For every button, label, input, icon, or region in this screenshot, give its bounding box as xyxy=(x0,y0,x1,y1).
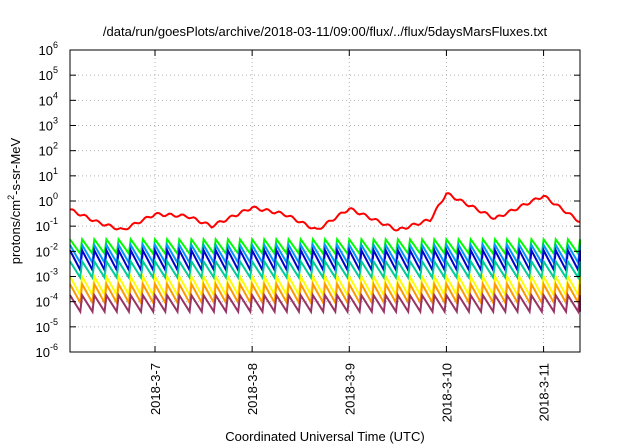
x-axis-label: Coordinated Universal Time (UTC) xyxy=(225,429,424,444)
x-tick-label: 2018-3-8 xyxy=(245,363,260,415)
series-line-1 xyxy=(69,192,581,232)
y-tick-label: 105 xyxy=(39,65,58,83)
y-tick-label: 101 xyxy=(39,166,58,184)
y-tick-label: 104 xyxy=(39,90,58,108)
series-line-5 xyxy=(69,258,581,281)
x-tick-label: 2018-3-10 xyxy=(439,363,454,422)
y-tick-label: 10-6 xyxy=(36,342,58,360)
x-axis: 2018-3-7 2018-3-8 2018-3-9 2018-3-10 2018-3-… xyxy=(148,50,552,422)
y-tick-label: 10-1 xyxy=(36,216,58,234)
y-axis-label-sup: 2 xyxy=(6,195,16,200)
series-line-8 xyxy=(69,292,581,315)
y-tick-label: 10-5 xyxy=(36,317,58,335)
y-axis-label-post: -s-sr-MeV xyxy=(8,137,23,194)
x-tick-label: 2018-3-7 xyxy=(148,363,163,415)
y-tick-label: 100 xyxy=(39,191,58,209)
y-tick-label: 10-2 xyxy=(36,241,58,259)
y-tick-label: 10-3 xyxy=(36,267,58,285)
y-tick-label: 106 xyxy=(39,40,58,58)
series-layer xyxy=(69,192,581,315)
x-tick-label: 2018-3-11 xyxy=(537,363,552,421)
y-axis-label-pre: protons/cm xyxy=(8,200,23,264)
y-axis: 10-6 10-5 10-4 10-3 10-2 10-1 100 101 102 103 104 1… xyxy=(36,40,580,360)
y-axis-label: protons/cm2-s-sr-MeV xyxy=(6,137,23,264)
y-tick-label: 103 xyxy=(39,116,58,134)
chart-title: /data/run/goesPlots/archive/2018-03-11/0… xyxy=(103,24,548,39)
y-tick-label: 10-4 xyxy=(36,292,58,310)
y-tick-label: 102 xyxy=(39,141,58,159)
x-tick-label: 2018-3-9 xyxy=(342,363,357,415)
grid xyxy=(70,50,580,352)
